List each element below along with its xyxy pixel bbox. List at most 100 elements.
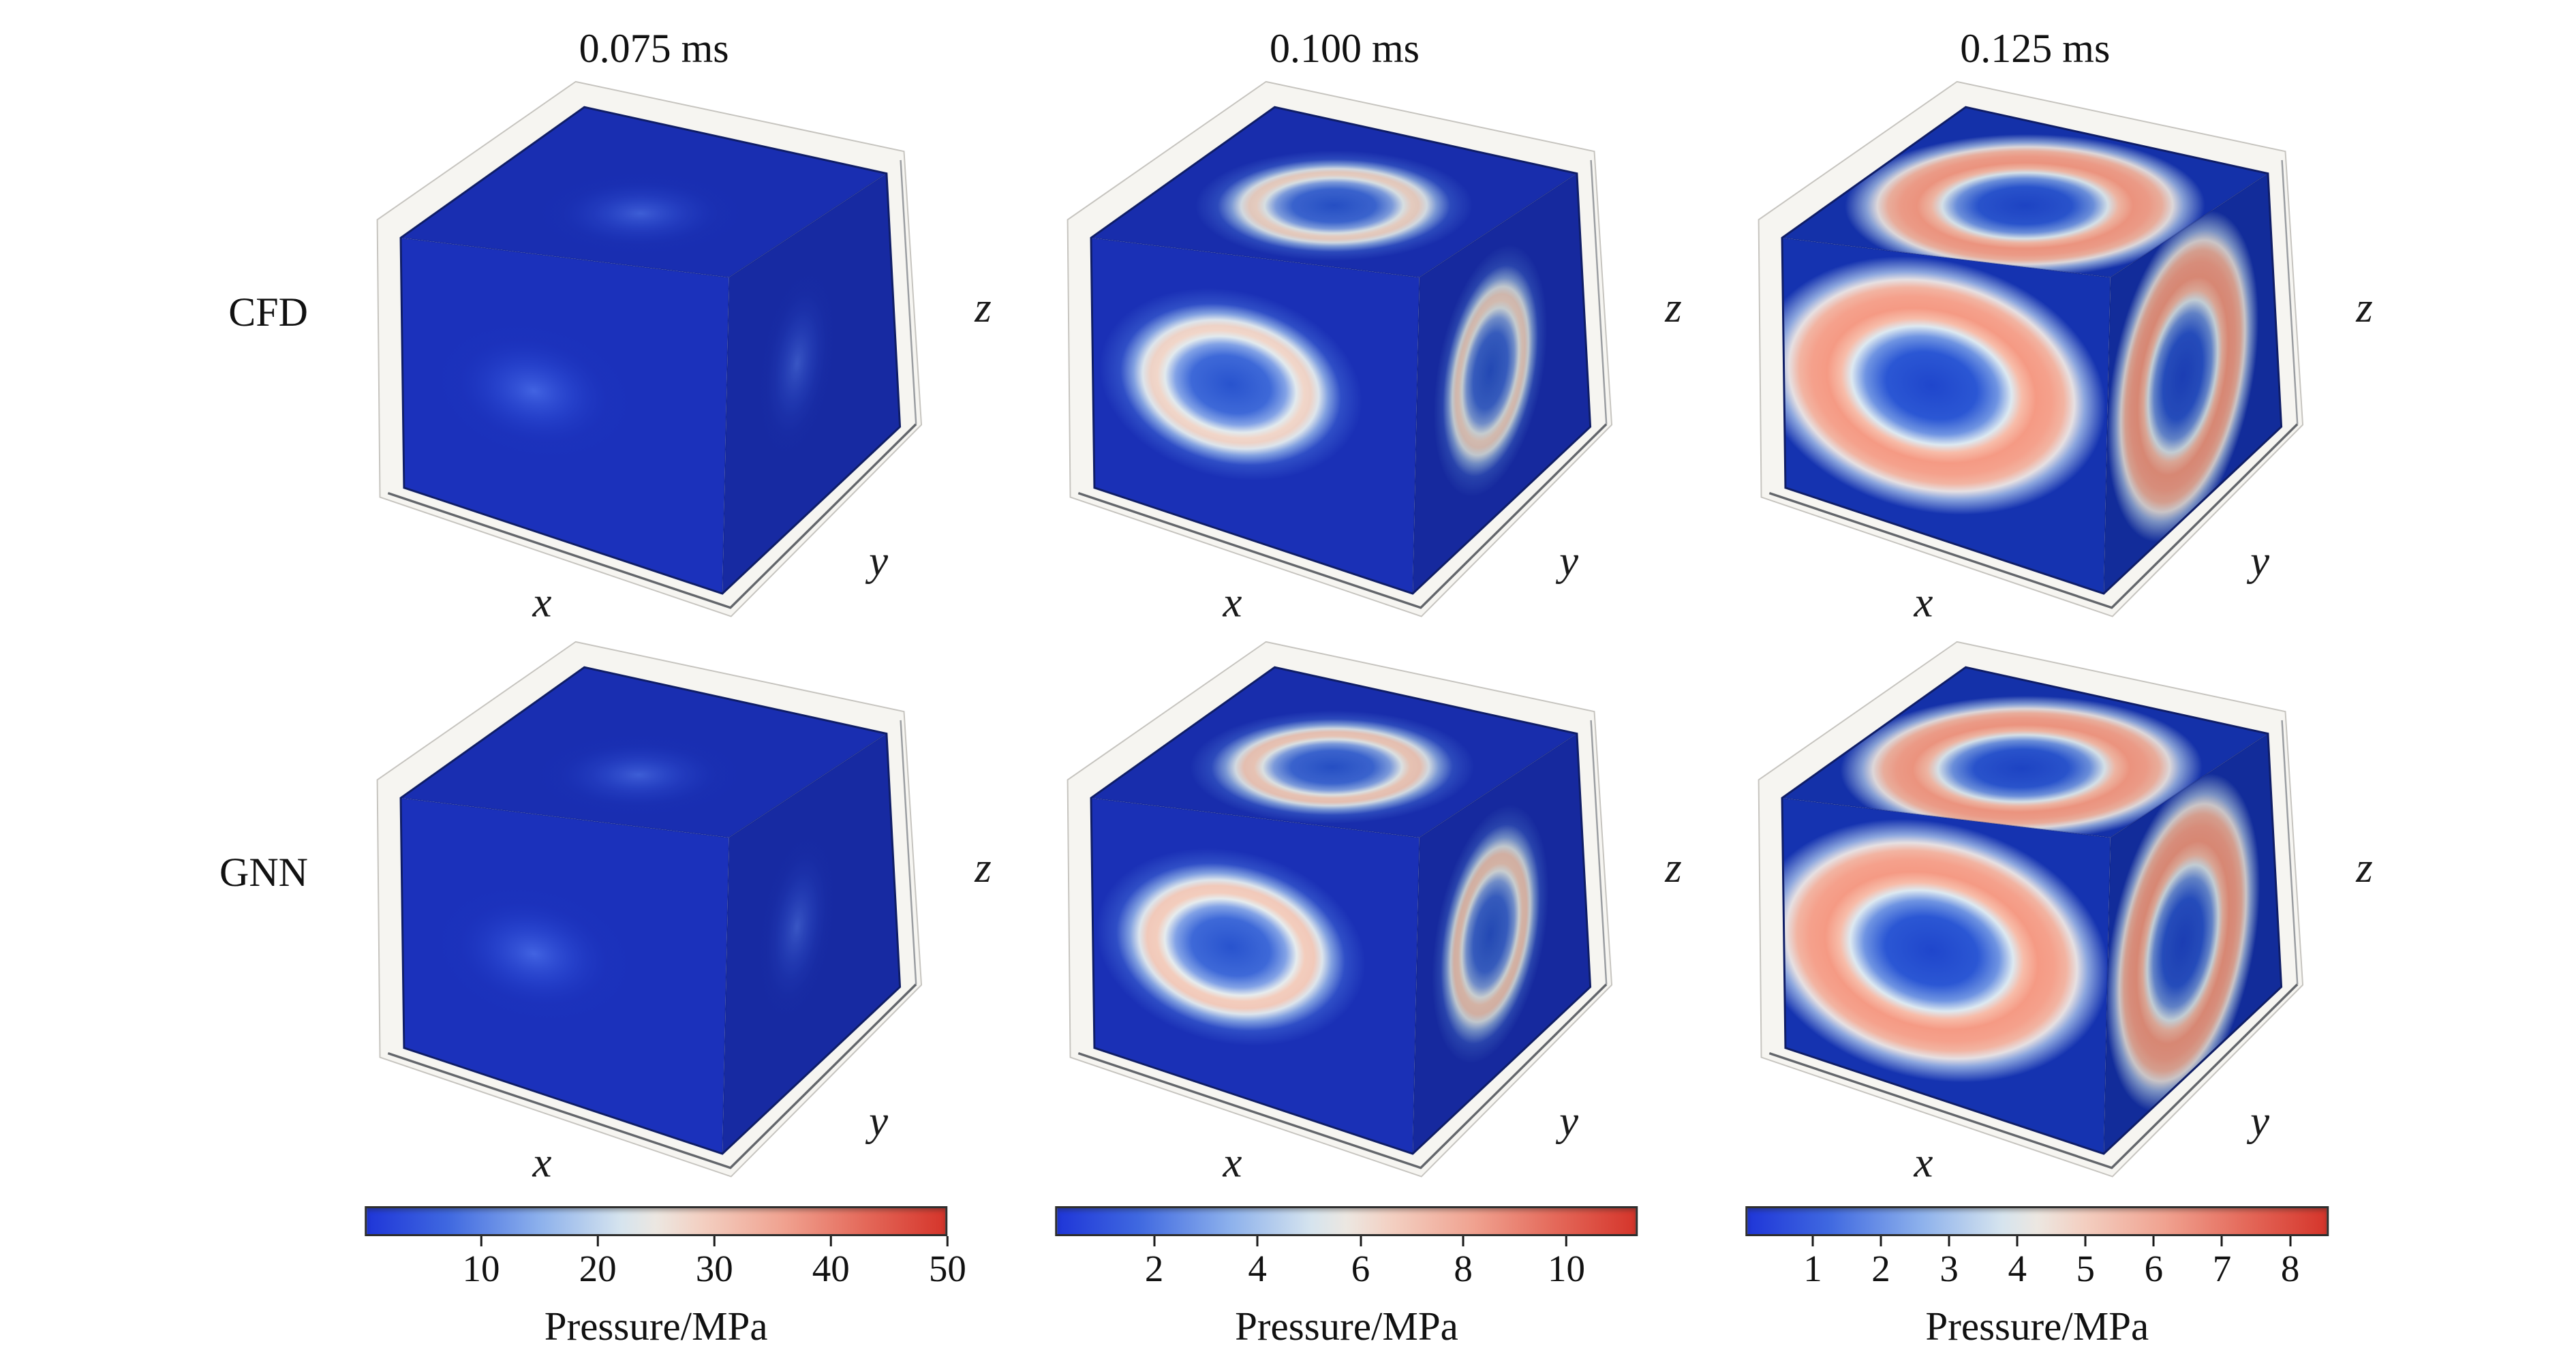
column-title-0125ms: 0.125 ms [1960,26,2111,71]
colorbar-tick-label: 7 [2212,1248,2232,1289]
colorbar-tick-label: 4 [1248,1248,1267,1289]
cube-cfd-0100ms: x y z [1067,80,1683,626]
colorbar-tick: 4 [2008,1236,2027,1289]
colorbar-tick-label: 1 [1803,1248,1822,1289]
panel-cfd-0075ms: x y z [361,76,1031,636]
colorbar-ticks-0100ms: 2 4 6 [1055,1236,1638,1302]
colorbar-ticks-0075ms: 10 20 30 [365,1236,966,1302]
axis-label-x: x [1223,1139,1242,1186]
colorbar-tick-mark [1153,1236,1156,1246]
panel-cfd-0125ms: x y z [1743,76,2412,636]
colorbar-tick-label: 20 [579,1248,617,1289]
colorbar-tick-label: 2 [1871,1248,1890,1289]
colorbar-tick: 3 [1939,1236,1959,1289]
colorbar-tick: 10 [1548,1236,1585,1289]
colorbar-unit-label: Pressure/MPa [1235,1304,1458,1349]
colorbar-0125ms: 1 2 3 [1745,1206,2329,1350]
cfd-row: CFD [0,76,2576,636]
colorbar-0075ms: 10 20 30 [364,1206,966,1350]
colorbar-tick: 30 [696,1236,733,1289]
axis-label-y: y [1555,1097,1578,1145]
colorbar-tick: 1 [1803,1236,1822,1289]
colorbar-tick-mark [1462,1236,1465,1246]
colorbar-tick-label: 8 [2280,1248,2300,1289]
colorbar-tick-label: 50 [928,1248,966,1289]
colorbar-tick: 10 [463,1236,500,1289]
panel-gnn-0125ms: x y z [1743,636,2412,1197]
colorbar-tick-label: 8 [1454,1248,1473,1289]
panel-gnn-0075ms: x y z [361,636,1031,1197]
colorbar-tick: 20 [579,1236,617,1289]
axis-label-y: y [2246,1097,2269,1145]
colorbar-tick: 6 [1351,1236,1370,1289]
colorbar-0100ms: 2 4 6 [1055,1206,1638,1350]
axis-label-z: z [974,283,992,331]
colorbar-tick: 5 [2076,1236,2096,1289]
colorbar-tick-label: 6 [2144,1248,2164,1289]
colorbar-unit-label: Pressure/MPa [1925,1304,2149,1349]
colorbar-unit-label: Pressure/MPa [544,1304,768,1349]
axis-label-x: x [1913,1139,1933,1186]
axis-label-y: y [865,1097,888,1145]
column-title-0075ms: 0.075 ms [579,26,729,71]
colorbar-tick-mark [596,1236,599,1246]
colorbar-tick: 2 [1871,1236,1890,1289]
colorbar-tick-mark [1948,1236,1950,1246]
axis-label-z: z [974,844,992,891]
cube-gnn-0125ms: x y z [1758,641,2373,1186]
colorbar-tick-label: 40 [812,1248,850,1289]
colorbar-tick-mark [480,1236,482,1246]
panel-gnn-0100ms: x y z [1052,636,1721,1197]
colorbar-tick-mark [1256,1236,1259,1246]
colorbar-tick: 7 [2212,1236,2232,1289]
cube-gnn-0075ms: x y z [376,641,992,1186]
gnn-row: GNN [0,636,2576,1197]
axis-label-y: y [1555,537,1578,585]
colorbar-tick-label: 2 [1144,1248,1164,1289]
colorbar-gradient-0125ms [1745,1206,2329,1236]
row-label-cfd: CFD [228,289,308,335]
axis-label-x: x [1913,579,1933,626]
colorbar-tick: 2 [1144,1236,1164,1289]
axis-label-z: z [2355,283,2373,331]
colorbar-tick-mark [2220,1236,2223,1246]
colorbar-tick: 50 [929,1236,966,1289]
colorbar-gradient-0100ms [1055,1206,1638,1236]
colorbar-tick-label: 6 [1351,1248,1370,1289]
colorbar-tick-mark [2289,1236,2292,1246]
colorbar-tick-mark [713,1236,716,1246]
colorbar-tick-mark [1811,1236,1814,1246]
axis-label-z: z [1665,283,1683,331]
axis-label-y: y [2246,537,2269,585]
colorbar-tick-mark [2084,1236,2087,1246]
colorbar-tick-mark [2016,1236,2019,1246]
colorbar-tick-label: 10 [1547,1248,1585,1289]
colorbars-row: 10 20 30 [0,1197,2576,1367]
colorbar-tick-label: 3 [1939,1248,1959,1289]
cube-cfd-0125ms: x y z [1758,80,2373,626]
cube-gnn-0100ms: x y z [1067,641,1683,1186]
axis-label-z: z [2355,844,2373,891]
colorbar-tick-label: 4 [2008,1248,2027,1289]
axis-label-z: z [1665,844,1683,891]
colorbar-tick-mark [946,1236,949,1246]
colorbar-tick-label: 5 [2076,1248,2096,1289]
colorbar-tick: 8 [2280,1236,2300,1289]
axis-label-x: x [532,1139,552,1186]
colorbar-gradient-0075ms [364,1206,948,1236]
colorbar-ticks-0125ms: 1 2 3 [1746,1236,2329,1302]
colorbar-tick-mark [829,1236,832,1246]
axis-label-x: x [532,579,552,626]
titles-row: 0.075 ms 0.100 ms 0.125 ms [0,0,2576,76]
colorbar-tick: 40 [812,1236,850,1289]
colorbar-tick-mark [2152,1236,2155,1246]
colorbar-tick-label: 10 [462,1248,500,1289]
colorbar-tick-mark [1880,1236,1882,1246]
cube-cfd-0075ms: x y z [376,80,992,626]
row-label-gnn: GNN [219,849,308,895]
panel-cfd-0100ms: x y z [1052,76,1721,636]
colorbar-tick: 6 [2144,1236,2164,1289]
column-title-0100ms: 0.100 ms [1269,26,1420,71]
axis-label-x: x [1223,579,1242,626]
